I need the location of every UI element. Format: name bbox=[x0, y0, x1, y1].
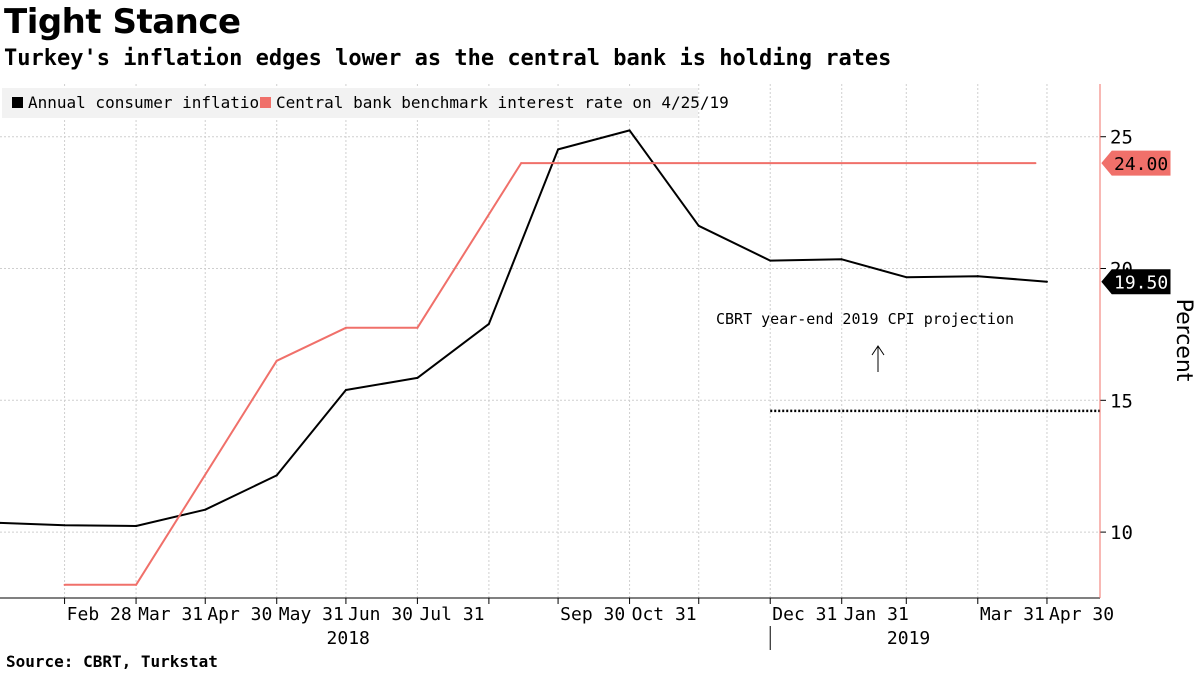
grid bbox=[0, 84, 1100, 598]
x-tick-label: Sep 30 bbox=[560, 604, 625, 625]
rate-value-label: 24.00 bbox=[1114, 154, 1168, 175]
annotation: CBRT year-end 2019 CPI projection bbox=[716, 310, 1100, 413]
data-point-rate bbox=[344, 326, 347, 329]
data-point-rate bbox=[1034, 162, 1037, 165]
data-point-inflation bbox=[840, 258, 843, 261]
data-point-rate bbox=[275, 359, 278, 362]
y-tick-label: 15 bbox=[1110, 390, 1133, 412]
data-point-inflation bbox=[135, 525, 138, 528]
legend-swatch-inflation bbox=[12, 97, 23, 108]
y-tick-label: 25 bbox=[1110, 127, 1133, 149]
data-point-inflation bbox=[344, 389, 347, 392]
data-point-inflation bbox=[204, 508, 207, 511]
data-point-rate bbox=[520, 162, 523, 165]
data-point-inflation bbox=[0, 521, 1, 524]
data-point-inflation bbox=[275, 474, 278, 477]
projection-annotation-label: CBRT year-end 2019 CPI projection bbox=[716, 310, 1014, 328]
data-point-rate bbox=[135, 583, 138, 586]
data-point-inflation bbox=[416, 376, 419, 379]
series-line-inflation bbox=[0, 129, 1048, 527]
chart-subtitle: Turkey's inflation edges lower as the ce… bbox=[4, 46, 892, 71]
source-note: Source: CBRT, Turkstat bbox=[6, 652, 218, 671]
data-point-inflation bbox=[487, 322, 490, 325]
data-point-inflation bbox=[697, 224, 700, 227]
data-point-inflation bbox=[63, 524, 66, 527]
x-tick-label: May 31 bbox=[279, 604, 344, 625]
x-tick-label: Feb 28 bbox=[67, 604, 132, 625]
x-tick-label: Mar 31 bbox=[138, 604, 203, 625]
year-label: 2019 bbox=[887, 628, 930, 649]
chart-title: Tight Stance bbox=[4, 2, 241, 42]
x-tick-label: Apr 30 bbox=[1049, 604, 1114, 625]
series-line-rate bbox=[64, 162, 1036, 586]
x-tick-label: Oct 31 bbox=[632, 604, 697, 625]
x-tick-label: Dec 31 bbox=[772, 604, 837, 625]
data-point-inflation bbox=[557, 148, 560, 151]
legend-label-rate: Central bank benchmark interest rate on … bbox=[276, 93, 729, 112]
y-tick-label: 10 bbox=[1110, 522, 1133, 544]
x-tick-label: Apr 30 bbox=[207, 604, 272, 625]
x-tick-label: Mar 31 bbox=[980, 604, 1045, 625]
year-label: 2018 bbox=[327, 628, 370, 649]
legend-background bbox=[2, 88, 698, 118]
data-point-rate bbox=[416, 326, 419, 329]
x-tick-label: Jun 30 bbox=[348, 604, 413, 625]
projection-arrowhead-icon bbox=[871, 345, 885, 356]
series bbox=[0, 129, 1048, 586]
x-tick-label: Jan 31 bbox=[844, 604, 909, 625]
x-tick-label: Jul 31 bbox=[419, 604, 484, 625]
legend-label-inflation: Annual consumer inflation bbox=[28, 93, 269, 112]
data-point-rate bbox=[63, 583, 66, 586]
data-point-inflation bbox=[769, 259, 772, 262]
y-axis-label: Percent bbox=[1171, 299, 1196, 382]
data-point-inflation bbox=[628, 129, 631, 132]
rate-tag bbox=[1101, 150, 1171, 176]
legend: Annual consumer inflation Central bank b… bbox=[2, 88, 729, 118]
legend-swatch-rate bbox=[260, 97, 271, 108]
inflation-value-label: 19.50 bbox=[1114, 273, 1168, 294]
data-point-inflation bbox=[1045, 280, 1048, 283]
inflation-tag bbox=[1101, 269, 1171, 295]
data-point-inflation bbox=[976, 275, 979, 278]
data-point-inflation bbox=[905, 276, 908, 279]
